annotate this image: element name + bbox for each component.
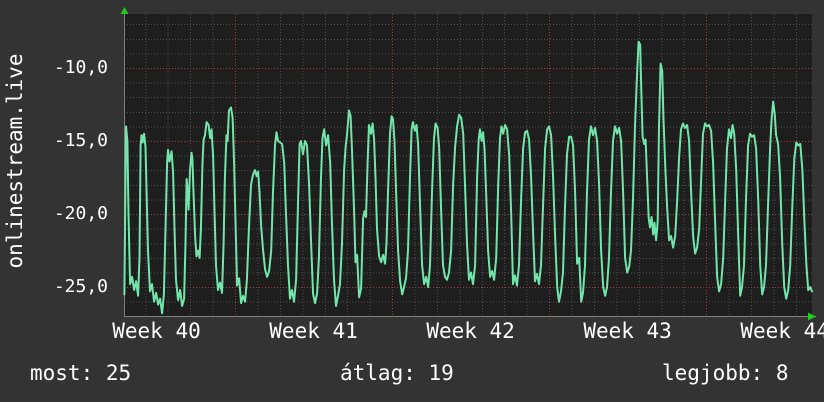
x-tick-label: Week 41 xyxy=(269,319,358,343)
stat-most-label: most: xyxy=(30,361,94,385)
stat-most: most: 25 xyxy=(30,361,131,385)
stat-most-value: 25 xyxy=(105,361,132,385)
x-tick-label: Week 44 xyxy=(740,319,824,343)
data-line xyxy=(123,40,813,315)
stat-average: átlag: 19 xyxy=(340,361,454,385)
y-tick-label: -15,0 xyxy=(53,130,108,152)
stat-average-label: átlag: xyxy=(340,361,416,385)
x-tick-label: Week 40 xyxy=(112,319,201,343)
y-tick-label: -25,0 xyxy=(53,276,108,298)
y-axis-arrow-icon xyxy=(120,7,129,14)
y-tick-label: -10,0 xyxy=(53,57,108,79)
x-tick-label: Week 42 xyxy=(426,319,515,343)
stats-row: most: 25 átlag: 19 legjobb: 8 xyxy=(0,361,824,387)
stat-best-value: 8 xyxy=(775,361,789,385)
stat-average-value: 19 xyxy=(428,361,454,385)
x-axis-arrow-icon xyxy=(808,312,816,321)
stat-best-label: legjobb: xyxy=(662,361,764,385)
y-tick-label: -20,0 xyxy=(53,203,108,225)
x-tick-label: Week 43 xyxy=(583,319,672,343)
stat-best: legjobb: 8 xyxy=(662,361,788,385)
